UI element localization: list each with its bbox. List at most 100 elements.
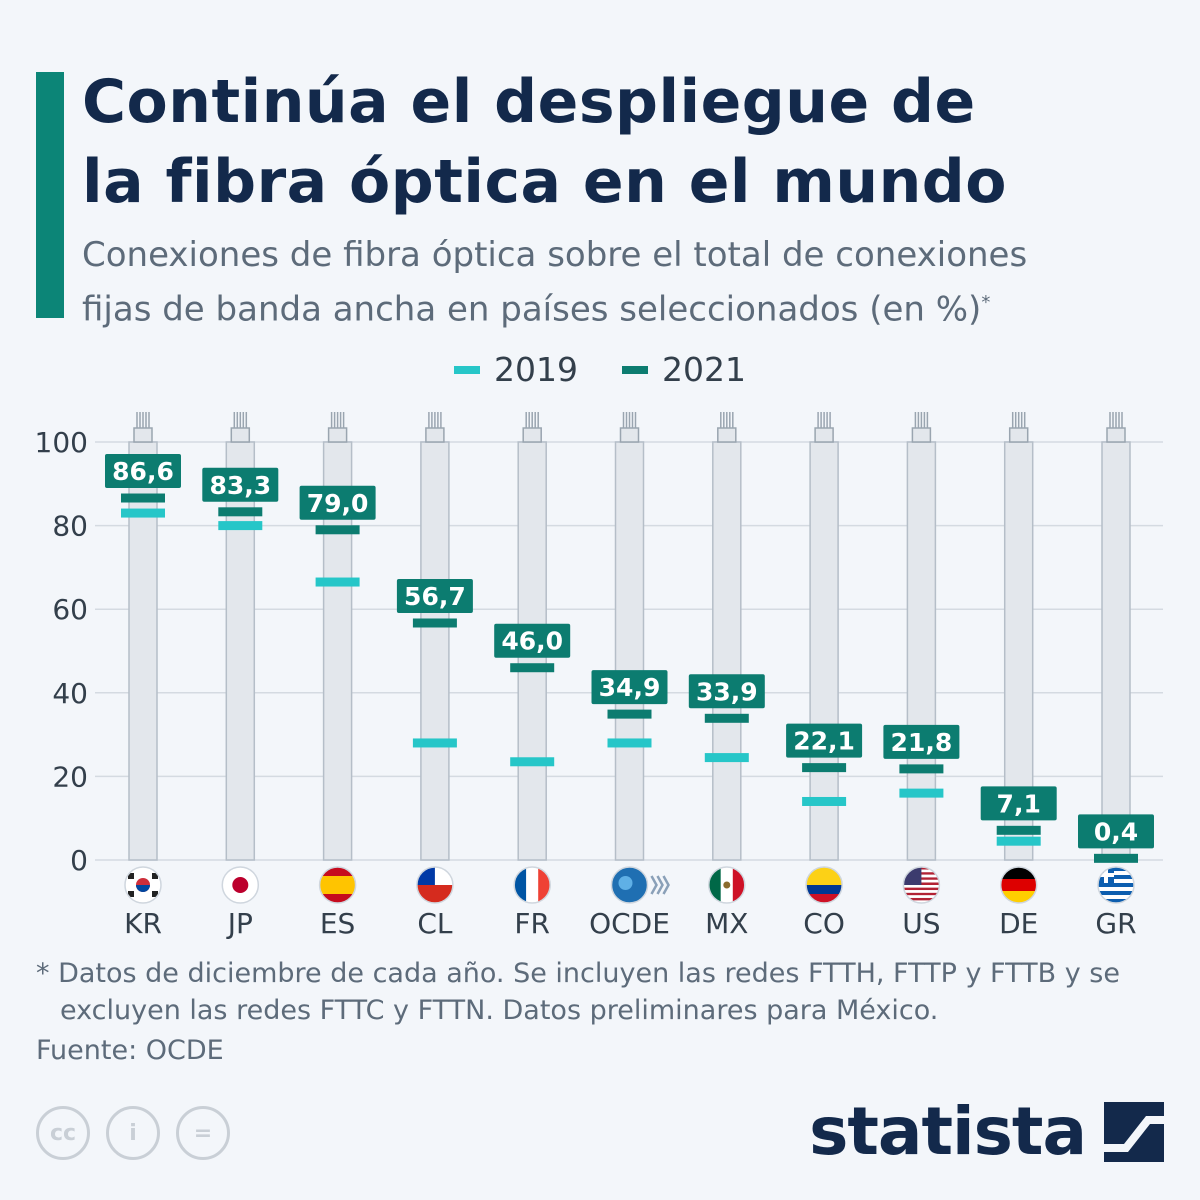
x-tick-CO: CO bbox=[803, 907, 845, 940]
value-label-DE: 7,1 bbox=[997, 789, 1041, 818]
marker-2019-KR bbox=[121, 508, 165, 518]
tube-body bbox=[420, 441, 450, 861]
tube-CO bbox=[809, 412, 839, 861]
tube-OCDE bbox=[614, 412, 645, 861]
footnote: * Datos de diciembre de cada año. Se inc… bbox=[36, 955, 1166, 1029]
value-label-FR: 46,0 bbox=[501, 627, 563, 656]
value-label-box-DE bbox=[980, 786, 1057, 821]
legend-label-2021: 2021 bbox=[662, 350, 746, 389]
marker-2019-US bbox=[899, 788, 944, 798]
legend-swatch-2021 bbox=[622, 365, 648, 374]
marker-2021-CO bbox=[802, 763, 847, 773]
marker-2019-CL bbox=[412, 738, 457, 748]
marker-2019-OCDE bbox=[607, 738, 652, 748]
value-label-box-US bbox=[883, 724, 960, 759]
tube-cap bbox=[1106, 427, 1126, 443]
value-label-JP: 83,3 bbox=[209, 471, 271, 500]
value-label-box-ES bbox=[299, 485, 376, 520]
france-flag bbox=[513, 866, 551, 904]
south-korea-flag bbox=[124, 866, 162, 904]
value-label-MX: 33,9 bbox=[696, 677, 758, 706]
y-tick-80: 80 bbox=[52, 510, 88, 543]
subtitle-line-1: Conexiones de fibra óptica sobre el tota… bbox=[82, 235, 1028, 275]
value-label-box-MX bbox=[688, 674, 765, 709]
legend-swatch-2019 bbox=[454, 365, 481, 374]
legend-label-2019: 2019 bbox=[494, 350, 578, 389]
y-tick-40: 40 bbox=[52, 677, 88, 710]
marker-2021-OCDE bbox=[607, 709, 652, 719]
value-label-US: 21,8 bbox=[891, 728, 953, 757]
tube-cap bbox=[619, 427, 640, 443]
marker-2019-ES bbox=[315, 577, 360, 587]
x-tick-JP: JP bbox=[226, 907, 253, 940]
x-tick-FR: FR bbox=[514, 907, 550, 940]
value-label-box-KR bbox=[105, 454, 181, 489]
x-tick-CL: CL bbox=[417, 907, 453, 940]
value-label-box-JP bbox=[202, 467, 279, 502]
marker-2021-FR bbox=[510, 663, 555, 673]
brand-name: statista bbox=[809, 1093, 1087, 1170]
x-tick-OCDE: OCDE bbox=[589, 907, 670, 940]
spain-flag bbox=[318, 866, 357, 904]
value-label-CL: 56,7 bbox=[404, 582, 466, 611]
tube-cap bbox=[814, 427, 834, 443]
footnote-line-2: excluyen las redes FTTC y FTTN. Datos pr… bbox=[60, 995, 939, 1026]
statista-logo[interactable]: statista bbox=[809, 1093, 1164, 1170]
marker-2019-MX bbox=[704, 753, 749, 763]
subtitle-footnote-mark: * bbox=[981, 292, 991, 313]
value-label-box-CL bbox=[396, 578, 473, 613]
tube-GR bbox=[1101, 412, 1131, 861]
legend-item-2019: 2019 bbox=[454, 350, 578, 389]
tube-body bbox=[225, 441, 256, 861]
value-label-box-GR bbox=[1078, 814, 1154, 849]
marker-2021-JP bbox=[218, 507, 263, 517]
marker-2021-KR bbox=[121, 493, 165, 503]
marker-2021-MX bbox=[704, 713, 749, 723]
license-icons: cc i = bbox=[36, 1106, 230, 1160]
y-tick-0: 0 bbox=[70, 844, 88, 877]
marker-2021-US bbox=[899, 764, 944, 774]
statista-logo-icon bbox=[1104, 1101, 1164, 1162]
marker-2019-JP bbox=[218, 521, 263, 531]
tube-cap bbox=[425, 427, 445, 443]
tube-cap bbox=[717, 427, 737, 443]
legend: 2019 2021 bbox=[0, 350, 1200, 389]
y-tick-100: 100 bbox=[35, 426, 88, 459]
subtitle-line-2-text: fijas de banda ancha en países seleccion… bbox=[82, 289, 982, 330]
marker-2021-GR bbox=[1094, 853, 1138, 863]
subtitle-line-2: fijas de banda ancha en países seleccion… bbox=[82, 279, 1027, 333]
x-tick-MX: MX bbox=[705, 907, 748, 940]
title-line-1: Continúa el despliegue de bbox=[82, 67, 976, 137]
value-label-CO: 22,1 bbox=[793, 727, 855, 756]
footnote-line-1: * Datos de diciembre de cada año. Se inc… bbox=[36, 958, 1120, 989]
usa-flag bbox=[902, 866, 941, 904]
tube-CL bbox=[420, 412, 450, 861]
greece-flag bbox=[1097, 866, 1135, 904]
tube-body bbox=[1101, 441, 1131, 861]
cc-icon[interactable]: cc bbox=[36, 1106, 90, 1160]
germany-flag bbox=[999, 866, 1038, 904]
y-tick-60: 60 bbox=[52, 593, 88, 626]
attribution-icon[interactable]: i bbox=[106, 1106, 160, 1160]
colombia-flag bbox=[805, 866, 843, 904]
x-tick-DE: DE bbox=[999, 907, 1038, 940]
tube-cap bbox=[327, 427, 348, 443]
value-label-box-CO bbox=[786, 723, 863, 758]
source: Fuente: OCDE bbox=[36, 1035, 224, 1066]
tube-cap bbox=[522, 427, 542, 443]
marker-2019-FR bbox=[510, 757, 555, 767]
no-derivatives-icon[interactable]: = bbox=[176, 1106, 230, 1160]
chart-plot: 0 20 40 60 80 100 86,6 83,3 79,0 56,7 46,0 34,9 33,9… bbox=[35, 412, 1163, 940]
japan-flag bbox=[221, 866, 260, 904]
chile-flag bbox=[416, 866, 454, 904]
tube-ES bbox=[322, 412, 353, 861]
tube-cap bbox=[230, 427, 251, 443]
y-tick-20: 20 bbox=[52, 760, 88, 793]
tube-cap bbox=[1008, 427, 1029, 443]
marker-2021-DE bbox=[996, 825, 1041, 835]
value-label-ES: 79,0 bbox=[307, 489, 369, 518]
chart-subtitle: Conexiones de fibra óptica sobre el tota… bbox=[82, 232, 1027, 333]
value-label-GR: 0,4 bbox=[1094, 817, 1138, 846]
x-tick-KR: KR bbox=[124, 907, 162, 940]
tube-cap bbox=[911, 427, 932, 443]
